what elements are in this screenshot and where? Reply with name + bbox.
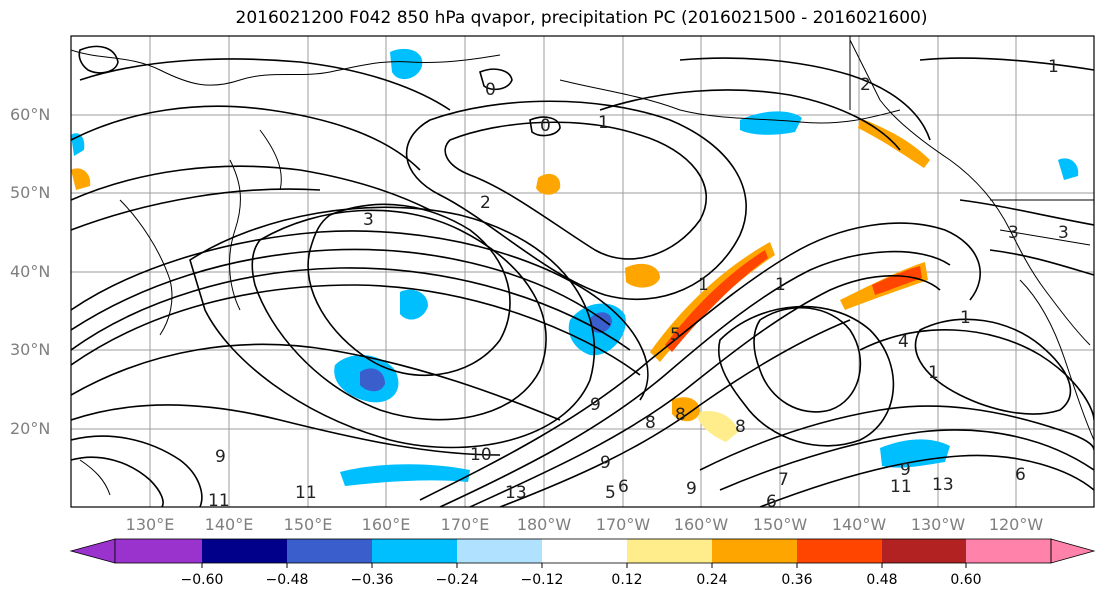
contour-label: 3	[1058, 223, 1069, 243]
lat-label-60n: 60°N	[10, 105, 51, 124]
lon-label: 160°E	[361, 515, 411, 534]
contour-label: 0	[540, 116, 551, 136]
contour-lines	[71, 45, 1094, 507]
contour-label: 11	[208, 491, 230, 511]
colorbar-tick-label: −0.48	[265, 572, 309, 588]
colorbar-segment	[966, 539, 1051, 563]
contour-label: 9	[590, 395, 601, 415]
cool-band-south	[340, 464, 470, 486]
gridlines	[71, 36, 1094, 507]
colorbar-tick-label: 0.24	[696, 572, 728, 588]
colorbar-arrow-right	[1050, 538, 1096, 564]
colorbar-tick-label: −0.12	[520, 572, 564, 588]
lon-label: 170°E	[440, 515, 490, 534]
precip-fill-regions	[71, 48, 1079, 486]
lon-label: 170°W	[595, 515, 651, 534]
contour-label: 7	[778, 470, 789, 490]
colorbar-segment	[457, 539, 542, 563]
cool-band-southeast	[880, 439, 950, 468]
contour-label: 5	[670, 325, 681, 345]
contour-label: 2	[860, 75, 871, 95]
contour-label: 8	[735, 417, 746, 437]
colorbar-tick-label: 0.12	[611, 572, 643, 588]
lon-label: 160°W	[673, 515, 729, 534]
colorbar-segment	[712, 539, 797, 563]
warm-blob-south-central	[672, 397, 700, 422]
contour-label: 0	[485, 80, 496, 100]
map-title: 2016021200 F042 850 hPa qvapor, precipit…	[235, 8, 928, 28]
lat-label-20n: 20°N	[10, 419, 51, 438]
colorbar-segment	[287, 539, 372, 563]
contour-label: 1	[698, 275, 709, 295]
contour-label: 9	[215, 447, 226, 467]
contour-labels: 0 1 2 2 3 1 5 1 4 1 1 9 10 9 8 6 9 6 11 …	[208, 57, 1069, 512]
contour-label: 8	[645, 413, 656, 433]
warm-blob-mid-central	[625, 263, 660, 288]
contour-label: 1	[960, 308, 971, 328]
colorbar-segment	[627, 539, 712, 563]
lat-label-50n: 50°N	[10, 183, 51, 202]
contour-label: 6	[618, 477, 629, 497]
contour-label: 9	[900, 460, 911, 480]
colorbar-segment	[202, 539, 287, 563]
contour-label: 9	[686, 479, 697, 499]
coastlines	[71, 36, 1094, 496]
lon-label: 180°W	[516, 515, 572, 534]
lon-label: 120°W	[988, 515, 1044, 534]
lon-label: 130°E	[125, 515, 175, 534]
contour-label: 10	[470, 445, 492, 465]
colorbar-outline	[114, 538, 1052, 564]
lon-label: 150°E	[283, 515, 333, 534]
colorbar-segment	[542, 539, 627, 563]
warm-blob-west-edge	[71, 168, 91, 190]
colorbar-segment	[797, 539, 882, 563]
colorbar-segment	[115, 539, 202, 563]
contour-label: 13	[932, 475, 954, 495]
contour-label: 4	[898, 332, 909, 352]
cool-blob-midwest	[400, 289, 428, 320]
contour-label: 1	[775, 275, 786, 295]
colorbar	[69, 538, 1096, 568]
lat-label-30n: 30°N	[10, 340, 51, 359]
colorbar-segment	[372, 539, 457, 563]
lon-label: 130°W	[910, 515, 966, 534]
plot-frame	[70, 35, 1095, 508]
warm-blob-north-central	[536, 173, 561, 195]
cool-blob-far-east	[1058, 158, 1079, 180]
contour-label: 6	[1015, 465, 1026, 485]
contour-label: 2	[480, 193, 491, 213]
lat-label-40n: 40°N	[10, 262, 51, 281]
contour-label: 5	[605, 483, 616, 503]
contour-label: 1	[598, 113, 609, 133]
contour-label: 11	[890, 477, 912, 497]
colorbar-segment	[882, 539, 966, 563]
warm-band-east-core	[872, 266, 922, 295]
colorbar-tick-label: 0.60	[950, 572, 982, 588]
contour-label: 3	[1008, 223, 1019, 243]
lon-label: 140°W	[831, 515, 887, 534]
contour-label: 3	[363, 210, 374, 230]
contour-label: 11	[295, 483, 317, 503]
cool-blob-north	[390, 48, 423, 80]
contour-label: 9	[600, 453, 611, 473]
lon-label: 140°E	[204, 515, 254, 534]
contour-label: 8	[675, 405, 686, 425]
cool-blob-west-core	[360, 368, 385, 392]
lon-label: 150°W	[752, 515, 808, 534]
colorbar-tick-label: 0.36	[781, 572, 813, 588]
contour-label: 6	[766, 492, 777, 512]
colorbar-tick-label: 0.48	[866, 572, 898, 588]
contour-label: 1	[928, 363, 939, 383]
colorbar-tick-label: −0.24	[435, 572, 479, 588]
colorbar-tick-label: −0.36	[350, 572, 394, 588]
contour-label: 13	[505, 483, 527, 503]
cool-patch-alaska	[740, 111, 802, 135]
contour-label: 1	[1048, 57, 1059, 77]
colorbar-tick-label: −0.60	[180, 572, 224, 588]
colorbar-arrow-left	[69, 538, 116, 564]
warm-blob-south-central2	[698, 410, 738, 442]
